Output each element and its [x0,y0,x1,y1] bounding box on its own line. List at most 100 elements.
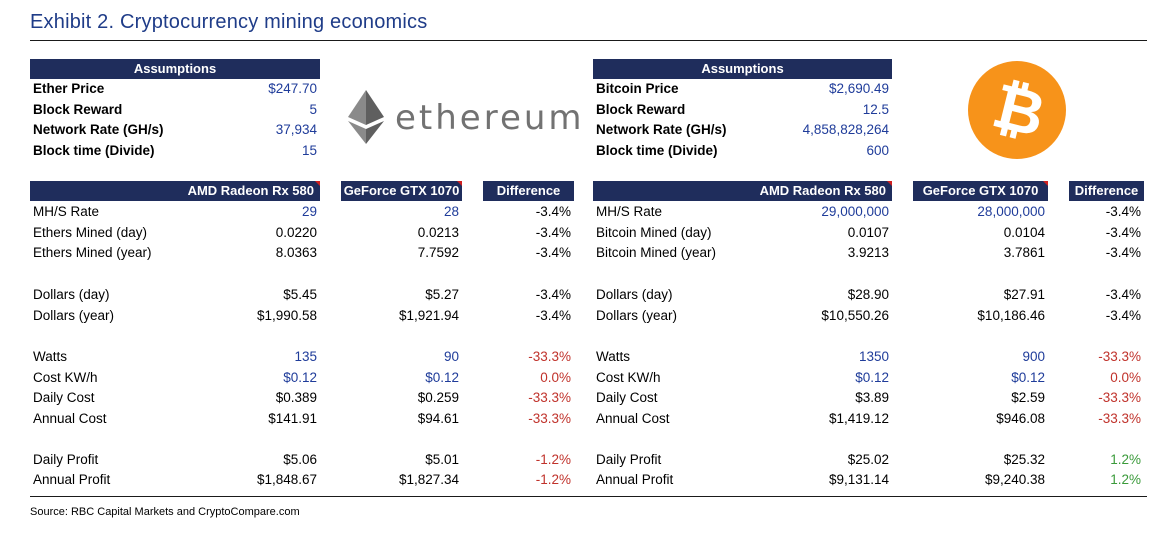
ethereum-wordmark: ethereum [395,98,585,138]
bitcoin-logo-icon: ₿ [968,61,1066,159]
assumption-value: 12.5 [862,102,889,117]
gtx-value: 0.0213 [417,225,459,240]
amd-value: 1350 [858,349,889,364]
row-label: Watts [596,349,631,364]
gtx-value: $10,186.46 [977,308,1045,323]
difference-value: -1.2% [535,472,571,487]
difference-value: 0.0% [540,370,571,385]
gtx-value: $1,827.34 [398,472,459,487]
gtx-value: 3.7861 [1003,245,1045,260]
gtx-value: $9,240.38 [984,472,1045,487]
row-label: Bitcoin Mined (year) [596,245,717,260]
difference-value: -33.3% [1098,349,1141,364]
amd-value: 0.0220 [275,225,317,240]
difference-value: -33.3% [528,390,571,405]
source-note: Source: RBC Capital Markets and CryptoCo… [30,506,300,518]
ethereum-diamond-icon [348,90,384,144]
amd-value: $3.89 [855,390,889,405]
row-label: MH/S Rate [33,204,100,219]
assumption-value: 37,934 [275,122,317,137]
gtx-value: $0.12 [425,370,459,385]
amd-value: $1,990.58 [256,308,317,323]
assumption-value: $247.70 [268,81,317,96]
top-rule [30,40,1147,41]
gtx-value: $0.259 [417,390,459,405]
assumption-label: Block Reward [596,102,686,117]
assumption-value: 5 [309,102,317,117]
gtx-value: 90 [443,349,459,364]
assumptions-header: Assumptions [30,59,320,79]
gtx-value: $2.59 [1011,390,1045,405]
row-label: Daily Cost [33,390,95,405]
gtx-value: 28 [443,204,459,219]
row-label: Dollars (year) [33,308,115,323]
amd-value: $0.12 [283,370,317,385]
gtx-value: $5.01 [425,452,459,467]
gtx-value: $1,921.94 [398,308,459,323]
column-header-amd-rx580: AMD Radeon Rx 580 [30,181,320,201]
assumption-value: 15 [301,143,317,158]
assumption-label: Network Rate (GH/s) [33,122,164,137]
column-header-gtx1070: GeForce GTX 1070 [913,181,1048,201]
row-label: Cost KW/h [33,370,98,385]
gtx-value: $94.61 [417,411,459,426]
row-label: Watts [33,349,68,364]
difference-value: -3.4% [535,308,571,323]
amd-value: 29 [301,204,317,219]
column-header-amd-rx580: AMD Radeon Rx 580 [593,181,892,201]
difference-value: -33.3% [1098,411,1141,426]
amd-value: $28.90 [847,287,889,302]
difference-value: -3.4% [535,204,571,219]
gtx-value: $25.32 [1003,452,1045,467]
amd-value: $5.06 [283,452,317,467]
column-header-label: GeForce GTX 1070 [343,183,460,198]
row-label: Annual Cost [596,411,670,426]
exhibit-title: Exhibit 2. Cryptocurrency mining economi… [30,11,428,33]
gtx-value: $5.27 [425,287,459,302]
gtx-value: $0.12 [1011,370,1045,385]
assumptions-header: Assumptions [593,59,892,79]
difference-value: -33.3% [1098,390,1141,405]
row-label: Annual Profit [33,472,111,487]
amd-value: $0.389 [275,390,317,405]
difference-value: 1.2% [1110,472,1141,487]
gtx-value: $946.08 [996,411,1045,426]
amd-value: 29,000,000 [821,204,889,219]
row-label: MH/S Rate [596,204,663,219]
assumption-label: Block time (Divide) [33,143,155,158]
amd-value: $1,419.12 [828,411,889,426]
column-header-difference: Difference [1069,181,1144,201]
difference-value: -3.4% [1105,204,1141,219]
gtx-value: 7.7592 [417,245,459,260]
comment-marker-icon [887,181,892,186]
assumption-label: Network Rate (GH/s) [596,122,727,137]
row-label: Ethers Mined (year) [33,245,152,260]
assumption-label: Block Reward [33,102,123,117]
comment-marker-icon [1043,181,1048,186]
row-label: Annual Cost [33,411,107,426]
difference-value: -3.4% [535,225,571,240]
amd-value: $10,550.26 [821,308,889,323]
row-label: Dollars (day) [596,287,673,302]
row-label: Dollars (year) [596,308,678,323]
amd-value: $1,848.67 [256,472,317,487]
amd-value: 135 [294,349,317,364]
difference-value: -3.4% [1105,287,1141,302]
difference-value: -33.3% [528,411,571,426]
row-label: Annual Profit [596,472,674,487]
column-header-difference: Difference [483,181,574,201]
row-label: Ethers Mined (day) [33,225,148,240]
column-header-gtx1070: GeForce GTX 1070 [341,181,462,201]
amd-value: $5.45 [283,287,317,302]
assumption-value: 4,858,828,264 [802,122,889,137]
column-header-label: Difference [1074,183,1139,198]
column-header-label: Difference [496,183,561,198]
amd-value: $25.02 [847,452,889,467]
assumption-label: Block time (Divide) [596,143,718,158]
difference-value: -33.3% [528,349,571,364]
difference-value: -3.4% [1105,225,1141,240]
difference-value: 0.0% [1110,370,1141,385]
gtx-value: 0.0104 [1003,225,1045,240]
difference-value: -1.2% [535,452,571,467]
difference-value: -3.4% [1105,308,1141,323]
